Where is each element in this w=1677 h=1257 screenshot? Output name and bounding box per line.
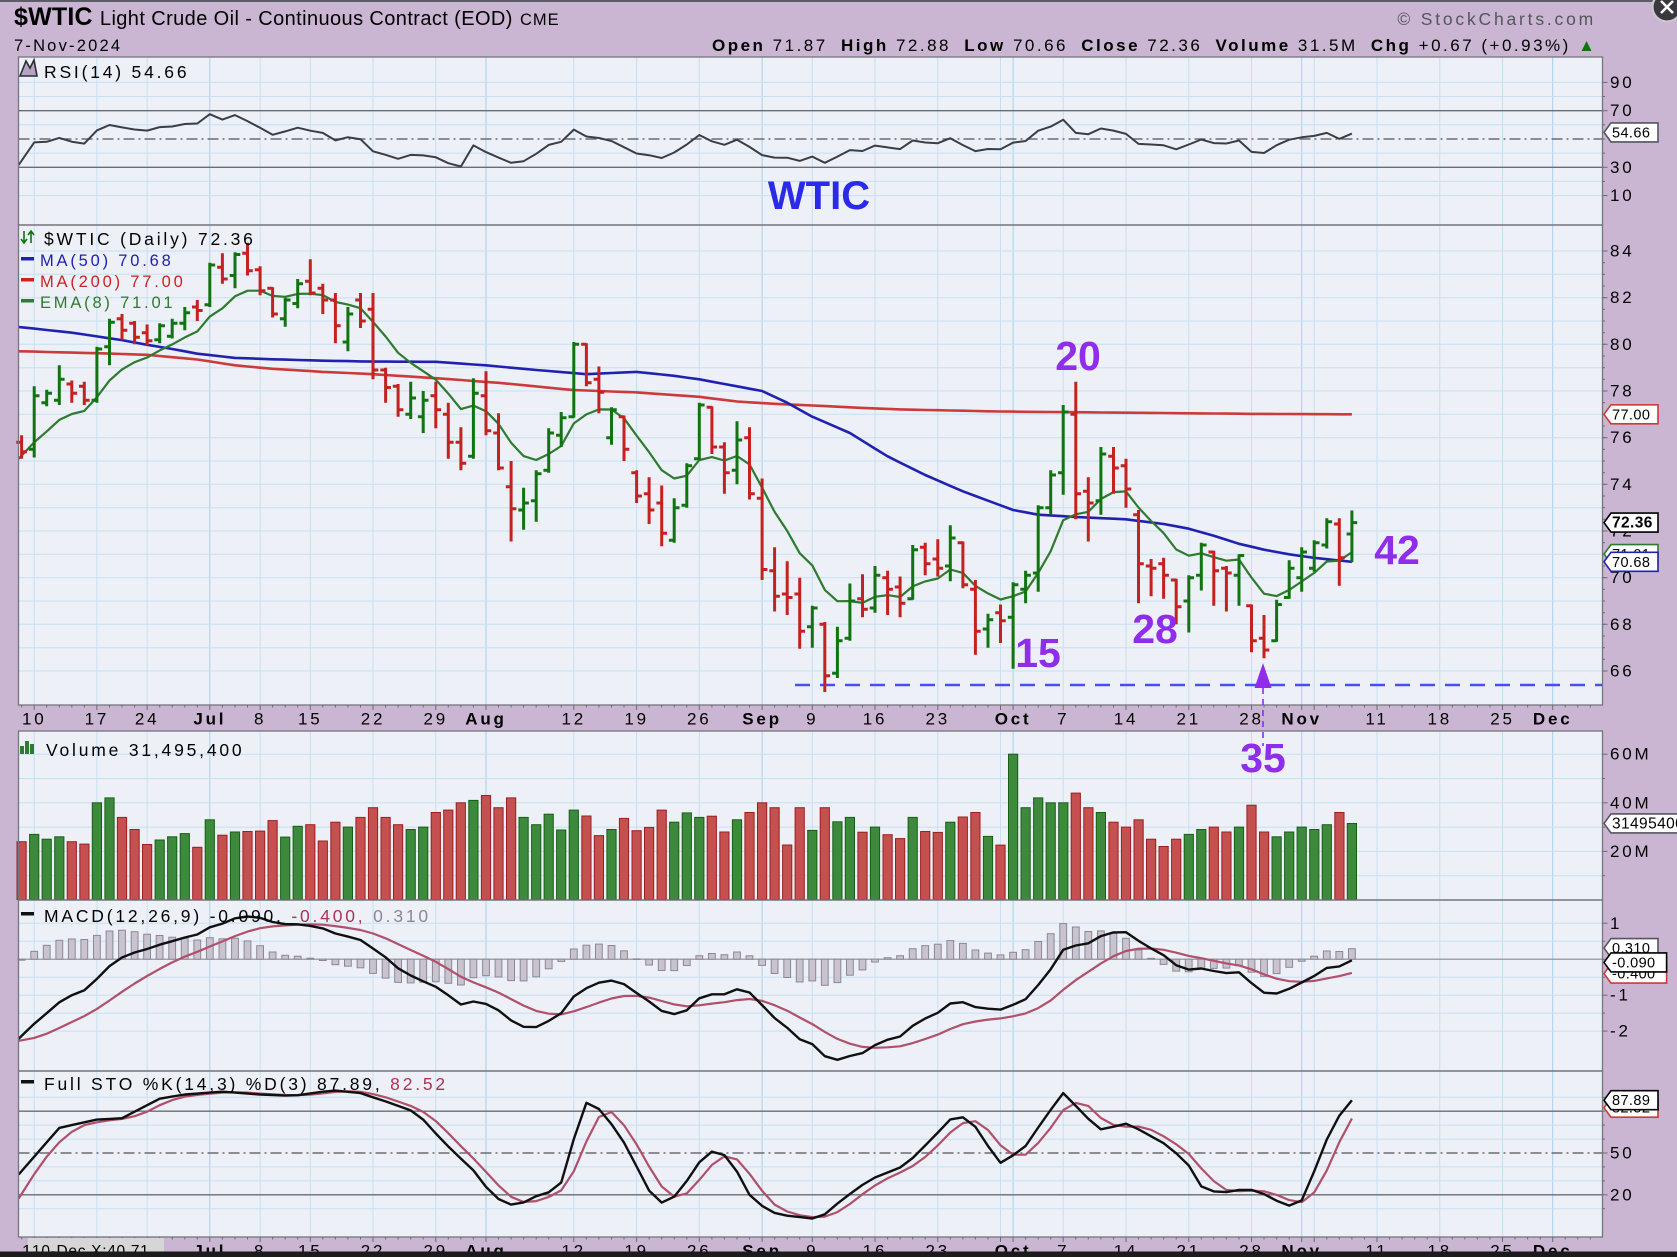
svg-text:29: 29 (424, 710, 449, 729)
svg-text:7-Nov-2024: 7-Nov-2024 (14, 37, 122, 55)
svg-text:Aug: Aug (465, 710, 506, 729)
svg-text:Dec: Dec (1533, 710, 1573, 729)
svg-text:20: 20 (1055, 333, 1101, 379)
svg-text:EMA(8) 71.01: EMA(8) 71.01 (40, 294, 175, 312)
svg-text:19: 19 (624, 710, 649, 729)
svg-text:-1: -1 (1610, 986, 1631, 1005)
svg-text:Oct: Oct (995, 710, 1032, 729)
svg-text:84: 84 (1610, 242, 1635, 261)
svg-text:26: 26 (687, 710, 712, 729)
svg-text:66: 66 (1610, 662, 1635, 681)
svg-text:Nov: Nov (1281, 710, 1322, 729)
svg-text:70: 70 (1610, 101, 1635, 120)
svg-text:74: 74 (1610, 475, 1635, 494)
svg-text:Volume 31,495,400: Volume 31,495,400 (46, 740, 244, 760)
svg-text:77.00: 77.00 (1612, 407, 1650, 423)
svg-text:Jul: Jul (193, 710, 226, 729)
svg-text:8: 8 (254, 1242, 266, 1257)
svg-text:28: 28 (1132, 606, 1178, 652)
svg-text:-2: -2 (1610, 1022, 1631, 1041)
svg-text:$WTIC (Daily) 72.36: $WTIC (Daily) 72.36 (44, 229, 256, 249)
svg-text:80: 80 (1610, 335, 1635, 354)
svg-text:23: 23 (926, 710, 951, 729)
svg-text:14: 14 (1114, 710, 1139, 729)
svg-text:20M: 20M (1610, 842, 1651, 861)
svg-text:10: 10 (1610, 186, 1635, 205)
svg-text:7: 7 (1057, 1242, 1069, 1257)
svg-text:WTIC: WTIC (768, 174, 870, 218)
svg-text:60M: 60M (1610, 745, 1651, 764)
svg-text:15: 15 (1015, 630, 1061, 676)
svg-text:42: 42 (1374, 527, 1420, 573)
svg-text:70.68: 70.68 (1612, 555, 1650, 571)
svg-text:11: 11 (1365, 710, 1388, 729)
svg-text:87.89: 87.89 (1612, 1093, 1650, 1109)
svg-text:Open 71.87 High 72.88 Low 70.6: Open 71.87 High 72.88 Low 70.66 Close 72… (712, 36, 1597, 55)
svg-text:31495400: 31495400 (1612, 816, 1677, 833)
svg-text:25: 25 (1490, 710, 1515, 729)
svg-text:24: 24 (135, 710, 160, 729)
svg-text:10: 10 (22, 710, 47, 729)
svg-text:78: 78 (1610, 382, 1635, 401)
svg-text:18: 18 (1428, 710, 1453, 729)
svg-text:82: 82 (1610, 288, 1635, 307)
svg-text:68: 68 (1610, 615, 1635, 634)
svg-text:Sep: Sep (742, 710, 782, 729)
svg-text:Full STO %K(14,3) %D(3) 87.89,: Full STO %K(14,3) %D(3) 87.89, 82.52 (44, 1074, 448, 1094)
svg-text:7: 7 (1057, 710, 1069, 729)
svg-text:54.66: 54.66 (1612, 125, 1650, 141)
svg-text:MA(200) 77.00: MA(200) 77.00 (40, 273, 186, 291)
svg-text:40M: 40M (1610, 793, 1651, 812)
svg-text:8: 8 (254, 710, 266, 729)
svg-text:© StockCharts.com: © StockCharts.com (1397, 9, 1596, 29)
svg-text:RSI(14) 54.66: RSI(14) 54.66 (44, 62, 189, 82)
svg-text:17: 17 (85, 710, 110, 729)
svg-text:20: 20 (1610, 1185, 1635, 1204)
svg-text:9: 9 (806, 710, 818, 729)
svg-text:12: 12 (562, 710, 587, 729)
svg-text:35: 35 (1240, 735, 1286, 781)
svg-text:9: 9 (806, 1242, 818, 1257)
svg-text:72.36: 72.36 (1612, 515, 1653, 532)
svg-text:30: 30 (1610, 158, 1635, 177)
svg-text:MACD(12,26,9) -0.090, -0.400,: MACD(12,26,9) -0.090, -0.400, 0.310 (44, 906, 431, 926)
svg-text:50: 50 (1610, 1144, 1635, 1163)
svg-text:76: 76 (1610, 428, 1635, 447)
svg-text:16: 16 (863, 710, 888, 729)
svg-text:MA(50) 70.68: MA(50) 70.68 (40, 252, 174, 270)
svg-text:28: 28 (1239, 710, 1264, 729)
svg-text:1: 1 (1610, 914, 1622, 933)
svg-text:21: 21 (1177, 710, 1202, 729)
svg-text:$WTIC Light Crude Oil - Contin: $WTIC Light Crude Oil - Continuous Contr… (14, 3, 560, 31)
svg-text:90: 90 (1610, 73, 1635, 92)
svg-text:70: 70 (1610, 568, 1635, 587)
svg-text:-0.090: -0.090 (1612, 955, 1656, 971)
svg-text:22: 22 (361, 710, 386, 729)
svg-text:15: 15 (298, 710, 323, 729)
